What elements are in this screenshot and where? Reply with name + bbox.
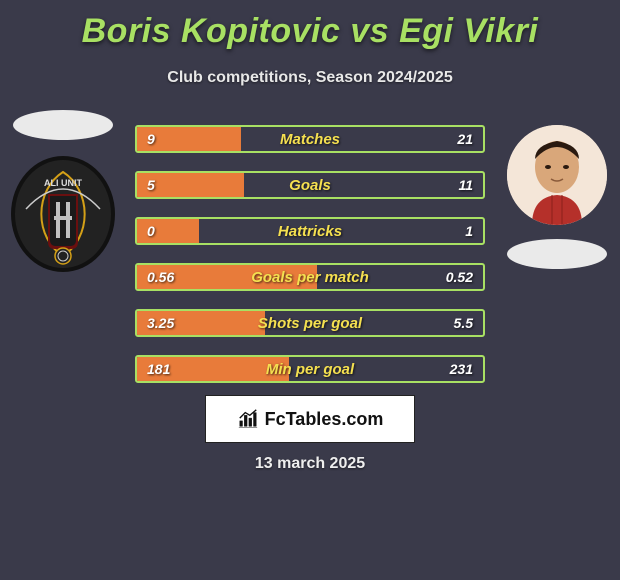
stat-row: 3.25Shots per goal5.5 (135, 309, 485, 337)
stat-right-value: 11 (458, 173, 473, 197)
stat-left-value: 5 (147, 173, 155, 197)
stat-row: 0.56Goals per match0.52 (135, 263, 485, 291)
stat-right-value: 21 (457, 127, 473, 151)
stat-right-value: 0.52 (446, 265, 473, 289)
stat-row: 181Min per goal231 (135, 355, 485, 383)
club-badge-left: ALI UNIT (8, 154, 118, 274)
stat-right-value: 5.5 (454, 311, 473, 335)
svg-text:ALI UNIT: ALI UNIT (44, 178, 82, 188)
player-right-name-pill (507, 239, 607, 269)
player-left-card: ALI UNIT (8, 110, 118, 274)
stats-container: 9Matches21 5Goals11 0Hattricks1 0.56Goals p… (135, 125, 485, 401)
stat-row: 0Hattricks1 (135, 217, 485, 245)
stat-left-value: 181 (147, 357, 170, 381)
stat-left-value: 0.56 (147, 265, 174, 289)
player-right-avatar (507, 125, 607, 225)
date-line: 13 march 2025 (0, 455, 620, 473)
stat-left-value: 3.25 (147, 311, 174, 335)
comparison-title: Boris Kopitovic vs Egi Vikri (0, 0, 620, 51)
subtitle: Club competitions, Season 2024/2025 (0, 69, 620, 87)
stat-row: 9Matches21 (135, 125, 485, 153)
player-right-card (502, 125, 612, 269)
stat-left-value: 0 (147, 219, 155, 243)
chart-icon (237, 408, 259, 430)
stat-left-value: 9 (147, 127, 155, 151)
fctables-label: FcTables.com (265, 409, 384, 430)
stat-right-value: 231 (450, 357, 473, 381)
fctables-badge: FcTables.com (205, 395, 415, 443)
stat-row: 5Goals11 (135, 171, 485, 199)
player-left-name-pill (13, 110, 113, 140)
stat-right-value: 1 (465, 219, 473, 243)
